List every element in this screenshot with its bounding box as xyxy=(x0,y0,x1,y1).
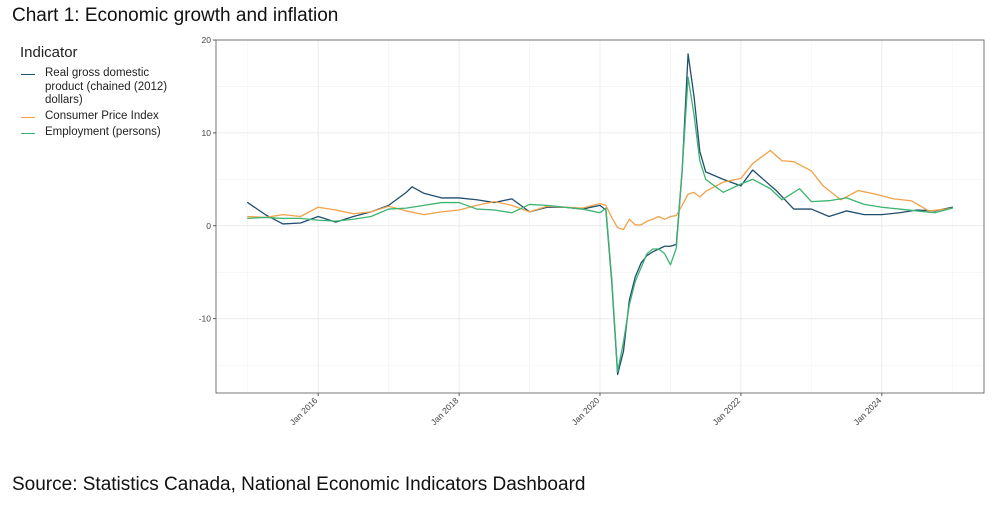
legend-key-employment xyxy=(20,126,36,140)
legend-key-gdp xyxy=(20,67,36,81)
y-tick-label: 10 xyxy=(202,128,212,138)
source-note: Source: Statistics Canada, National Econ… xyxy=(12,474,586,495)
legend: Indicator Real gross domestic product (c… xyxy=(20,44,200,142)
x-tick-label: Jan 2024 xyxy=(851,395,883,427)
x-tick-label: Jan 2020 xyxy=(570,395,602,427)
series-line-employment xyxy=(247,76,953,373)
series-line-cpi xyxy=(247,149,953,231)
legend-label-cpi: Consumer Price Index xyxy=(45,109,159,122)
y-tick-label: 0 xyxy=(206,221,211,231)
x-tick-label: Jan 2016 xyxy=(288,395,320,427)
y-tick-label: 20 xyxy=(202,35,212,45)
plot-border xyxy=(215,39,985,394)
x-tick-label: Jan 2022 xyxy=(711,395,743,427)
line-chart: -10 0 10 20 Jan 2016 Jan 2018 Jan 2020 Jan 2022… xyxy=(199,35,985,427)
x-tick-label: Jan 2018 xyxy=(429,395,461,427)
legend-key-cpi xyxy=(20,110,36,124)
legend-item-cpi: Consumer Price Index xyxy=(20,110,200,124)
legend-label-employment: Employment (persons) xyxy=(45,125,161,138)
legend-item-employment: Employment (persons) xyxy=(20,126,200,140)
legend-label-gdp: Real gross domestic product (chained (20… xyxy=(45,67,168,106)
page-title: Chart 1: Economic growth and inflation xyxy=(12,5,339,26)
legend-title: Indicator xyxy=(20,44,78,61)
legend-item-gdp: Real gross domestic product (chained (20… xyxy=(20,67,200,108)
series-line-gdp xyxy=(247,53,953,376)
y-tick-label: -10 xyxy=(199,314,212,324)
